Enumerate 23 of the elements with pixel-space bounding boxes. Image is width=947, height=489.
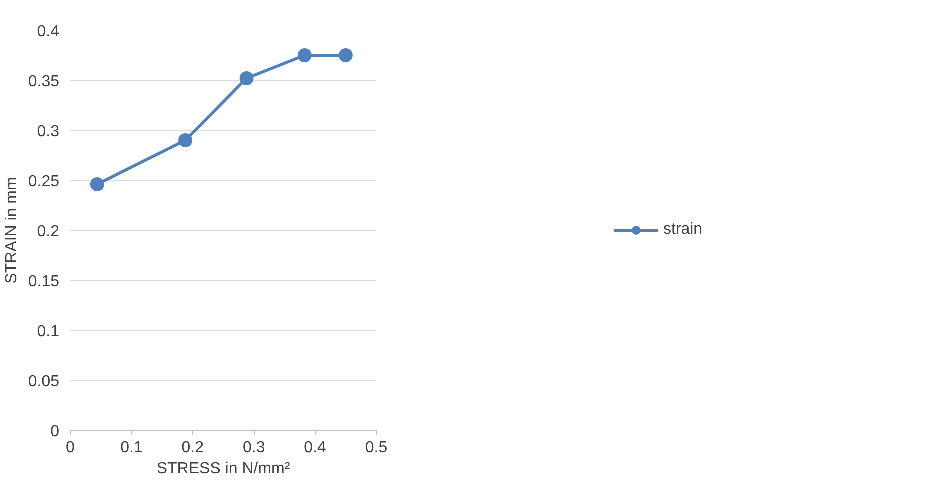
y-tick-label: 0.35 [28, 74, 60, 90]
x-axis-title: STRESS in N/mm² [156, 460, 291, 478]
y-tick-label: 0.2 [37, 224, 60, 240]
point [298, 48, 312, 62]
y-axis-title: STRAIN in mm [3, 177, 20, 284]
y-tick-label: 0 [50, 424, 60, 440]
y-tick-label: 0.05 [28, 374, 60, 390]
x-tick-label: 0.2 [182, 440, 204, 456]
x-tick-label: 0.5 [365, 440, 388, 456]
point [178, 134, 193, 148]
x-tick-label: 0.4 [304, 440, 327, 456]
point [338, 48, 353, 62]
x-tick-label: 0.1 [120, 440, 143, 456]
y-tick-label: 0.25 [28, 174, 60, 190]
point [240, 72, 254, 86]
y-tick-label: 0.3 [37, 124, 60, 140]
y-tick-label: 0.4 [37, 24, 60, 40]
legend-label: strain [663, 221, 703, 239]
y-tick-label: 0.1 [37, 324, 60, 340]
x-tick-label: 0.3 [242, 440, 266, 456]
point [90, 178, 104, 192]
y-tick-label: 0.15 [28, 274, 60, 290]
x-tick-label: 0 [66, 440, 76, 456]
